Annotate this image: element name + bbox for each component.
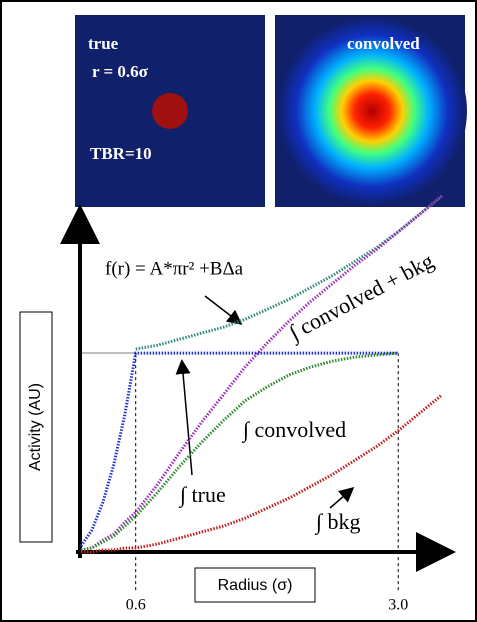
x-tick-label: 0.6 xyxy=(126,597,146,614)
x-tick-label: 3.0 xyxy=(388,597,408,614)
disk xyxy=(152,93,188,129)
panel-label: true xyxy=(88,34,119,53)
blur-spot xyxy=(277,16,467,206)
series-label: ∫ convolved xyxy=(241,417,346,443)
series-line xyxy=(81,393,443,554)
y-axis-label: Activity (AU) xyxy=(27,383,44,471)
arrow xyxy=(204,295,243,325)
series-line xyxy=(80,351,399,552)
arrow xyxy=(329,487,355,509)
series-label: ∫ bkg xyxy=(314,509,361,535)
panel-label: TBR=10 xyxy=(90,144,152,163)
arrow xyxy=(175,359,193,476)
panel-label: convolved xyxy=(347,34,420,53)
series-line xyxy=(79,351,399,547)
series-label: f(r) = A*πr² +BΔa xyxy=(105,258,244,279)
xlabel-box xyxy=(194,567,316,603)
series-label: ∫ true xyxy=(178,482,226,508)
ylabel-box xyxy=(19,311,53,543)
series-line xyxy=(135,194,443,351)
x-axis-label: Radius (σ) xyxy=(218,577,293,594)
panel-label: r = 0.6σ xyxy=(92,62,149,81)
series-line xyxy=(80,194,443,552)
